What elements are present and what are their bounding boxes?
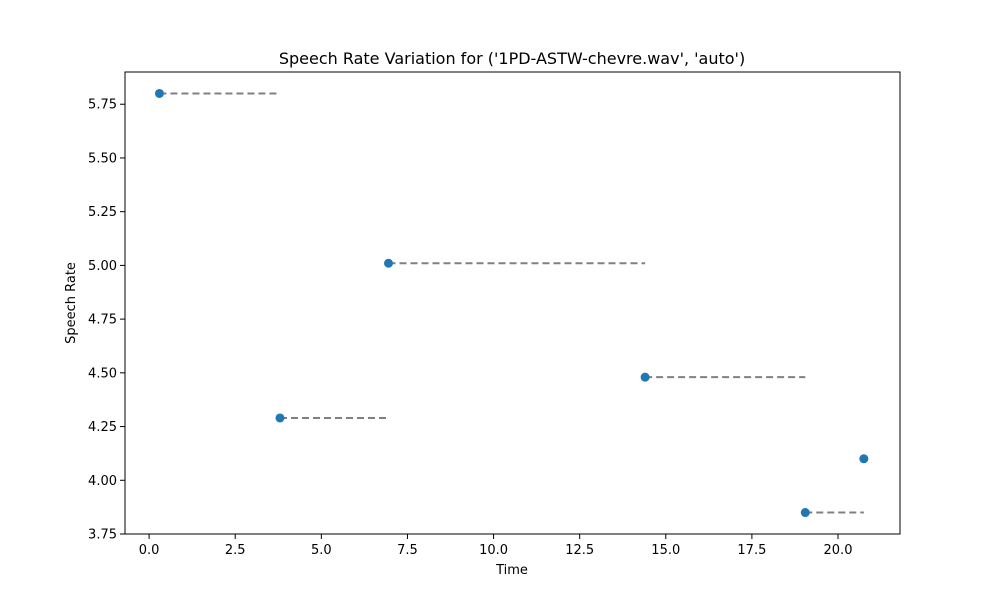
y-tick-label: 4.50 <box>88 366 117 381</box>
x-axis-label: Time <box>495 563 528 578</box>
y-tick-label: 5.75 <box>88 98 117 113</box>
y-tick-label: 4.75 <box>88 313 117 328</box>
chart-title: Speech Rate Variation for ('1PD-ASTW-che… <box>279 49 745 68</box>
y-tick-label: 5.25 <box>88 205 117 220</box>
rate-point-2 <box>275 413 285 423</box>
rate-point-1 <box>154 88 164 98</box>
x-tick-label: 17.5 <box>737 543 766 558</box>
x-tick-label: 0.0 <box>139 543 160 558</box>
y-axis: 3.75 4.00 4.25 4.50 4.75 5.00 5.25 5.50 5.75 <box>88 98 125 543</box>
y-tick-label: 3.75 <box>88 528 117 543</box>
rate-point-4 <box>640 372 650 382</box>
x-tick-label: 5.0 <box>311 543 332 558</box>
x-tick-label: 10.0 <box>479 543 508 558</box>
y-tick-label: 5.50 <box>88 151 117 166</box>
plot-frame <box>124 71 901 535</box>
rate-point-6 <box>859 454 869 464</box>
y-tick-label: 4.00 <box>88 474 117 489</box>
x-tick-label: 15.0 <box>651 543 680 558</box>
x-tick-label: 7.5 <box>397 543 418 558</box>
x-tick-label: 2.5 <box>225 543 246 558</box>
rate-point-5 <box>800 508 810 518</box>
x-tick-label: 20.0 <box>824 543 853 558</box>
x-tick-label: 12.5 <box>565 543 594 558</box>
y-tick-label: 4.25 <box>88 420 117 435</box>
rate-point-3 <box>384 258 393 268</box>
y-axis-label: Speech Rate <box>64 262 79 344</box>
x-axis: 0.0 2.5 5.0 7.5 10.0 12.5 15.0 17.5 20.0 <box>139 534 853 558</box>
y-tick-label: 5.00 <box>88 259 117 274</box>
